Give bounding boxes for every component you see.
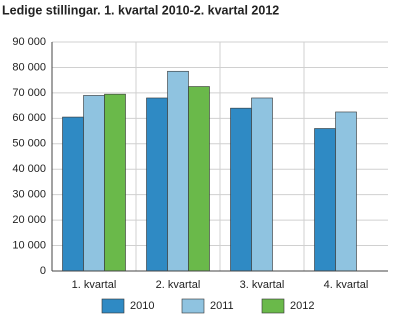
y-tick-label: 10 000 xyxy=(12,239,46,251)
legend-swatch xyxy=(261,298,285,314)
bar xyxy=(314,128,336,272)
y-tick-label: 0 xyxy=(40,265,46,277)
bar xyxy=(62,116,84,272)
x-tick-label: 3. kvartal xyxy=(240,279,285,291)
bar xyxy=(335,111,357,272)
bar xyxy=(251,97,273,272)
bar xyxy=(230,107,252,272)
y-tick-label: 90 000 xyxy=(12,36,46,48)
legend-swatch xyxy=(101,298,125,314)
legend-label: 2010 xyxy=(130,300,154,312)
bar xyxy=(167,70,189,272)
y-tick-label: 70 000 xyxy=(12,87,46,99)
y-tick-label: 80 000 xyxy=(12,61,46,73)
y-tick-label: 60 000 xyxy=(12,112,46,124)
bar xyxy=(83,95,105,272)
bar xyxy=(146,97,168,272)
chart-title: Ledige stillingar. 1. kvartal 2010-2. kv… xyxy=(2,3,279,17)
x-tick-label: 4. kvartal xyxy=(324,279,369,291)
bar xyxy=(104,93,126,272)
y-tick-label: 40 000 xyxy=(12,163,46,175)
y-tick-label: 30 000 xyxy=(12,189,46,201)
legend-label: 2011 xyxy=(210,300,234,312)
y-tick-label: 50 000 xyxy=(12,138,46,150)
legend-swatch xyxy=(181,298,205,314)
x-tick-label: 2. kvartal xyxy=(156,279,201,291)
legend-label: 2012 xyxy=(290,300,314,312)
bar xyxy=(188,86,210,272)
y-tick-label: 20 000 xyxy=(12,214,46,226)
x-tick-label: 1. kvartal xyxy=(72,279,117,291)
